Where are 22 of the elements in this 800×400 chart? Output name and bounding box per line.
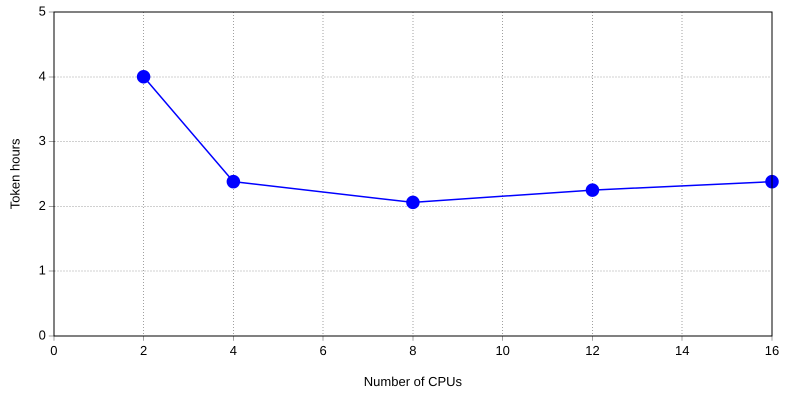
x-tick-label: 16 — [764, 343, 780, 358]
x-tick-label: 0 — [50, 343, 58, 358]
point — [406, 196, 420, 210]
point — [586, 183, 600, 197]
x-tick-label: 4 — [230, 343, 237, 358]
x-axis-title: Number of CPUs — [364, 374, 463, 389]
y-tick-label: 4 — [38, 68, 46, 84]
x-tick-label: 10 — [495, 343, 510, 358]
x-tick-label: 14 — [674, 343, 690, 358]
y-axis-title: Token hours — [7, 138, 22, 210]
point — [765, 174, 779, 188]
point — [226, 174, 240, 188]
y-tick-label: 2 — [38, 198, 46, 213]
x-tick-label: 2 — [140, 343, 148, 358]
x-tick-label: 8 — [409, 343, 417, 358]
x-tick-label: 12 — [585, 343, 600, 358]
y-tick-label: 0 — [38, 327, 46, 342]
y-tick-label: 3 — [38, 133, 46, 148]
y-tick-label: 1 — [38, 262, 46, 278]
x-tick-label: 6 — [320, 343, 327, 358]
y-tick-label: 5 — [38, 4, 46, 19]
point — [136, 70, 150, 84]
